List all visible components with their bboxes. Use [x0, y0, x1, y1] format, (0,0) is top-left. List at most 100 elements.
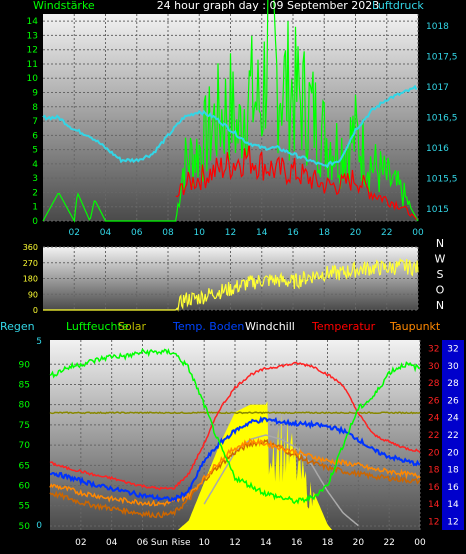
humidity-tick-label: 50: [19, 522, 31, 532]
series-soil-temperature: [50, 415, 421, 503]
compass-letter: W: [435, 253, 446, 266]
panel-wind-pressure: [43, 14, 418, 221]
y-left-tick-label: 7: [32, 117, 38, 127]
panel2-axes: 0 90 180 270 360: [23, 243, 38, 315]
soil-temp-tick-label: 14: [447, 500, 459, 510]
humidity-tick-label: 65: [19, 461, 30, 471]
compass-letter: N: [436, 237, 444, 250]
panel2-series: [43, 258, 419, 312]
temp-tick-label: 30: [428, 362, 440, 372]
x-tick-label: 14: [260, 538, 272, 548]
x-tick-label: 12: [229, 538, 240, 548]
x-tick-label: 10: [194, 228, 206, 238]
x-tick-label: 02: [69, 228, 80, 238]
series-wind-direction: [43, 258, 419, 312]
y-right-tick-label: 1016: [426, 144, 449, 154]
temp-tick-label: 20: [428, 448, 440, 458]
y-left-tick-label: 4: [32, 160, 38, 170]
humidity-tick-label: 90: [19, 360, 31, 370]
y-left-tick-label: 2: [32, 188, 38, 198]
y-right-tick-label: 1015: [426, 205, 449, 215]
panel1-grid: [43, 14, 419, 222]
series-solar: [178, 401, 333, 530]
soil-temp-tick-label: 24: [447, 414, 459, 424]
y-right-tick-label: 1017,5: [426, 53, 458, 63]
x-tick-label: 16: [291, 538, 303, 548]
x-tick-label: 04: [100, 228, 112, 238]
y-left-tick-label: 3: [32, 174, 38, 184]
series-windchill: [203, 434, 359, 527]
humidity-tick-label: 70: [19, 441, 31, 451]
soil-temp-tick-label: 26: [447, 396, 459, 406]
y-left-tick-label: 5: [32, 146, 38, 156]
humidity-tick-label: 85: [19, 380, 30, 390]
series-pressure: [42, 84, 418, 169]
direction-tick-label: 90: [28, 290, 38, 299]
x-tick-label: 20: [350, 228, 362, 238]
direction-tick-label: 360: [23, 243, 38, 252]
x-tick-label: 00: [412, 228, 424, 238]
series-dewpoint: [49, 437, 421, 507]
series-humidity: [49, 347, 421, 505]
legend-item: Regen: [0, 320, 35, 333]
y-left-tick-label: 0: [32, 217, 38, 227]
soil-temp-tick-label: 18: [447, 466, 459, 476]
temp-tick-label: 32: [428, 345, 439, 355]
soil-temp-tick-label: 16: [447, 483, 459, 493]
direction-tick-label: 180: [23, 275, 38, 284]
series-dewpoint-2: [49, 438, 421, 519]
temp-tick-label: 28: [428, 379, 440, 389]
x-tick-label: 18: [322, 538, 334, 548]
sunrise-label: Rise: [172, 538, 191, 548]
x-tick-label: 02: [75, 538, 86, 548]
compass-letter: S: [437, 268, 444, 281]
x-tick-label: 12: [225, 228, 236, 238]
temp-tick-label: 26: [428, 396, 440, 406]
temp-tick-label: 24: [428, 414, 440, 424]
compass-letter: N: [436, 299, 444, 312]
legend-item: Luftfeuchte: [66, 320, 129, 333]
y-left-tick-label: 10: [27, 74, 39, 84]
soil-temp-tick-label: 30: [447, 362, 459, 372]
y-right-tick-label: 1016,5: [426, 114, 458, 124]
panel3-series: [49, 347, 421, 530]
y-left-tick-label: 1: [32, 203, 38, 213]
temp-tick-label: 16: [428, 483, 440, 493]
y-left-tick-label: 11: [27, 60, 38, 70]
y-right-tick-label: 1015,5: [426, 174, 458, 184]
humidity-tick-label: 60: [19, 482, 31, 492]
series-temperature: [49, 361, 421, 491]
soil-temp-axis-band: [442, 340, 464, 530]
legend-item: Solar: [118, 320, 147, 333]
legend-item: Windchill: [245, 320, 295, 333]
series-wind-speed: [42, 0, 419, 223]
y-left-tick-label: 13: [27, 31, 38, 41]
legend-item: Temperatur: [311, 320, 376, 333]
x-tick-label: 16: [287, 228, 299, 238]
direction-tick-label: 270: [23, 259, 38, 268]
series-gust: [175, 143, 417, 220]
panel1-axes: 02 04 06 08 10 12 14 16 18 20 22 000123456789101112…: [27, 17, 458, 238]
compass-letter: O: [436, 284, 445, 297]
x-tick-label: 18: [319, 228, 331, 238]
rain-tick-label: 5: [36, 337, 42, 347]
temp-tick-label: 14: [428, 500, 440, 510]
temp-tick-label: 18: [428, 466, 440, 476]
humidity-tick-label: 75: [19, 421, 30, 431]
legend-item: Taupunkt: [389, 320, 441, 333]
sunrise-label: Sun: [151, 538, 168, 548]
y-left-tick-label: 9: [32, 89, 38, 99]
panel1-series: [42, 0, 419, 223]
temp-tick-label: 22: [428, 431, 439, 441]
soil-temp-tick-label: 12: [447, 517, 458, 527]
left-axis-label: Windstärke: [33, 0, 95, 12]
soil-temp-tick-label: 20: [447, 448, 459, 458]
y-right-tick-label: 1017: [426, 83, 449, 93]
x-tick-label: 22: [381, 228, 392, 238]
x-tick-label: 10: [198, 538, 210, 548]
temp-tick-label: 12: [428, 517, 439, 527]
x-tick-label: 14: [256, 228, 268, 238]
x-tick-label: 06: [137, 538, 149, 548]
soil-temp-tick-label: 32: [447, 345, 458, 355]
